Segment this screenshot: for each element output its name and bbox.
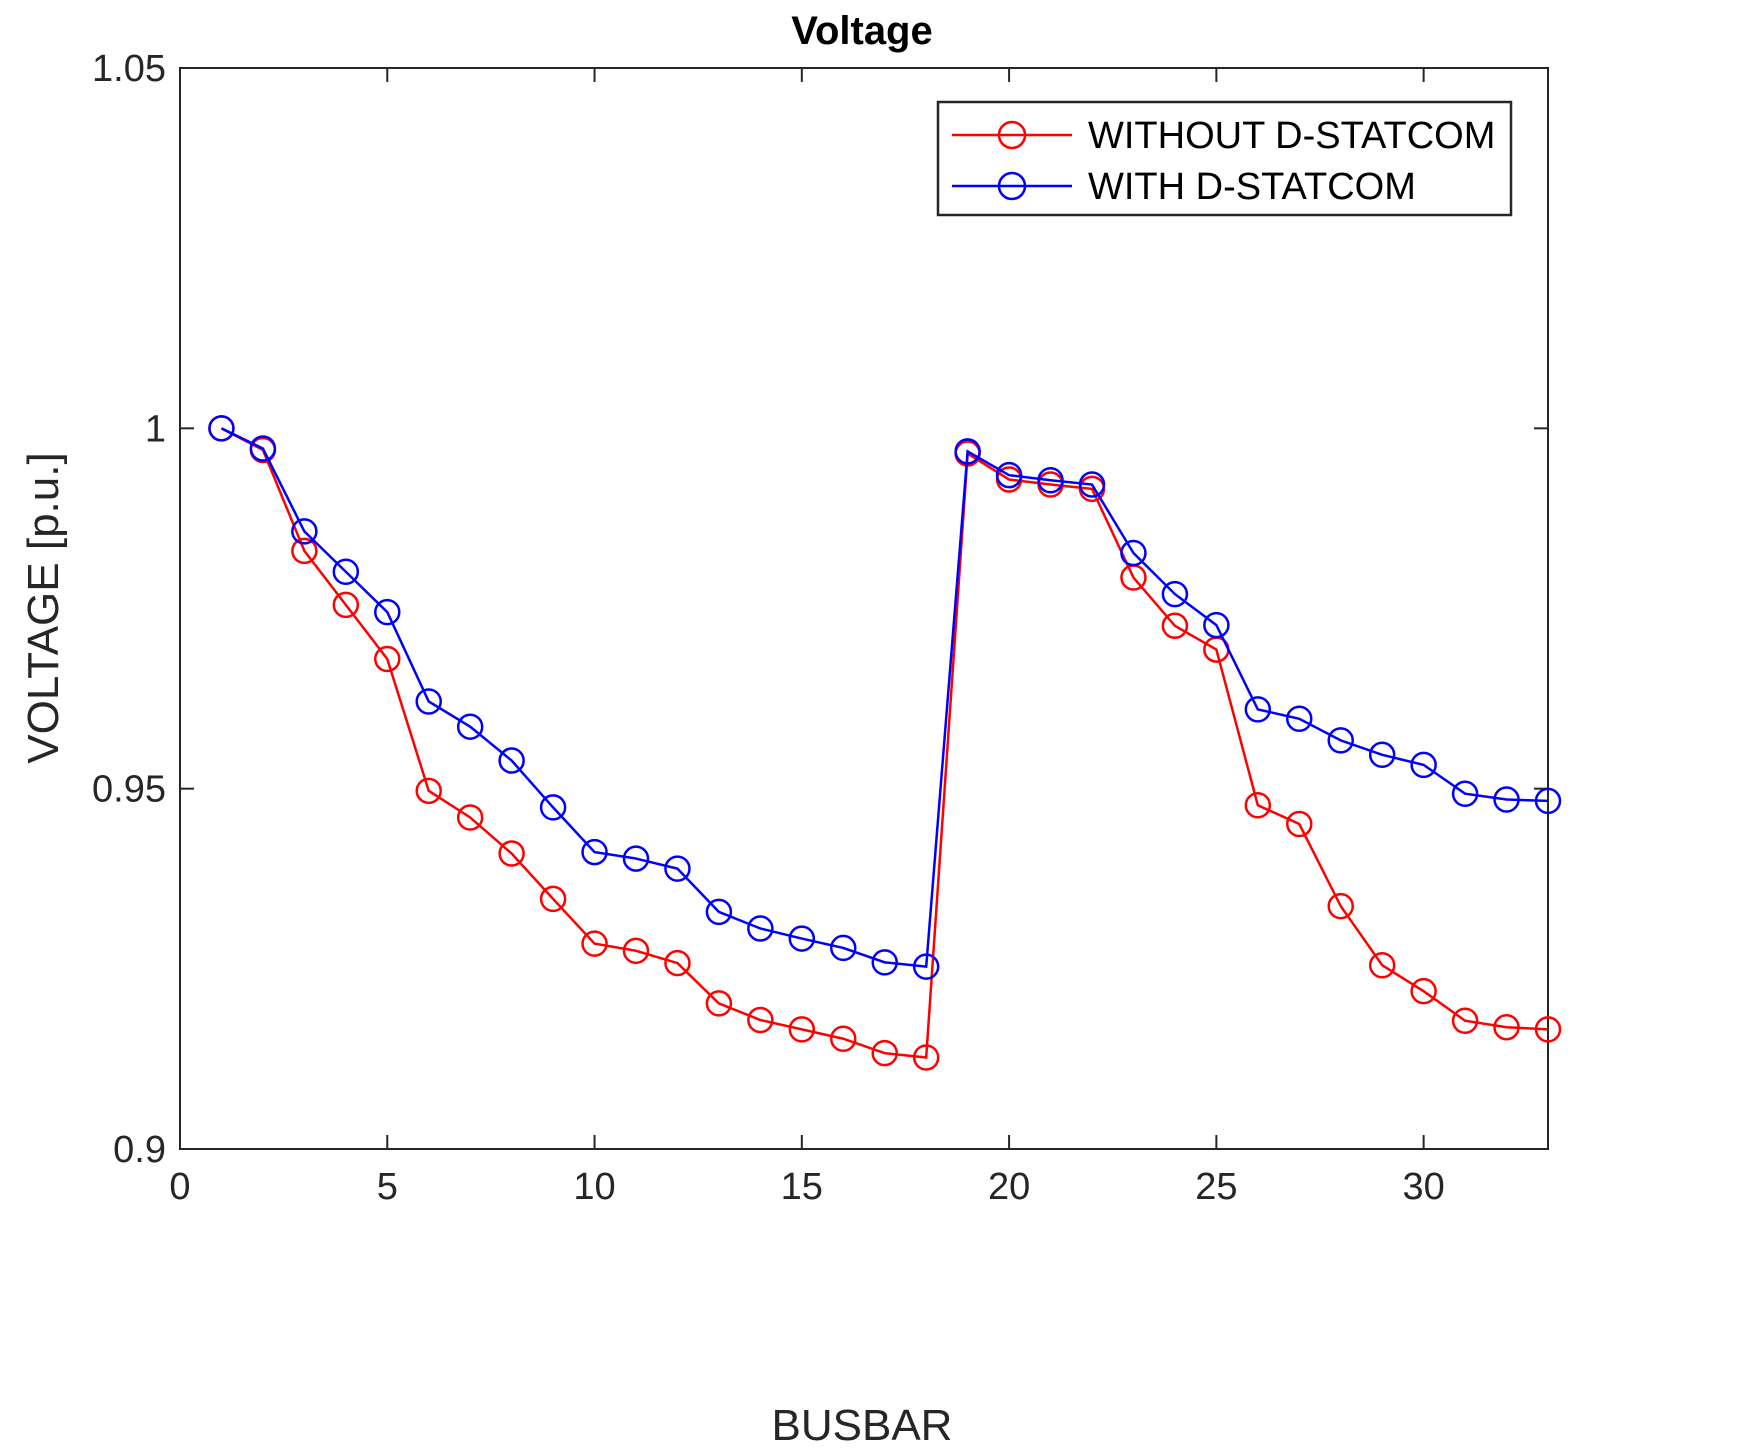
- data-point: [1451, 1007, 1479, 1034]
- data-point: [498, 840, 525, 867]
- data-point: [1534, 787, 1562, 815]
- x-tick-label: 20: [988, 1166, 1030, 1208]
- data-point: [664, 949, 691, 977]
- data-point: [581, 930, 608, 957]
- data-point: [912, 1044, 940, 1071]
- data-point: [1286, 705, 1313, 733]
- legend-box: [936, 100, 1513, 217]
- data-point: [1120, 539, 1147, 567]
- data-point: [1493, 786, 1520, 813]
- data-point: [208, 415, 235, 442]
- data-point: [456, 713, 484, 740]
- data-point: [1327, 892, 1354, 920]
- data-point: [1244, 696, 1272, 723]
- data-point: [332, 558, 360, 585]
- x-tick-label: 25: [1195, 1166, 1237, 1208]
- data-point: [747, 1006, 774, 1034]
- data-point: [291, 537, 318, 565]
- x-tick-label: 5: [377, 1166, 398, 1208]
- data-point: [1410, 751, 1437, 779]
- data-point: [664, 855, 691, 882]
- series-layer: [208, 415, 1562, 1071]
- data-point: [1161, 580, 1189, 608]
- data-point: [747, 915, 774, 942]
- legend-marker-without: [997, 120, 1027, 150]
- legend: WITHOUT D-STATCOM WITH D-STATCOM: [936, 100, 1513, 217]
- legend-marker-with: [997, 171, 1027, 201]
- data-point: [456, 804, 484, 831]
- series-line: [220, 427, 1549, 1059]
- x-tick-label: 0: [169, 1166, 190, 1208]
- data-point: [830, 934, 857, 962]
- x-tick-label: 15: [781, 1166, 823, 1208]
- x-tick-label: 10: [573, 1166, 615, 1208]
- data-point: [1534, 1016, 1562, 1043]
- data-point: [374, 645, 401, 673]
- data-point: [830, 1025, 857, 1052]
- y-axis-label: VOLTAGE [p.u.]: [19, 452, 68, 763]
- y-tick-label: 0.9: [113, 1129, 166, 1171]
- x-tick-label: 30: [1402, 1166, 1444, 1208]
- data-point: [539, 885, 567, 913]
- axes-box: [179, 67, 1549, 1150]
- data-point: [871, 1039, 898, 1067]
- data-point: [249, 435, 277, 462]
- data-point: [291, 518, 318, 545]
- legend-label-without: WITHOUT D-STATCOM: [1088, 115, 1495, 157]
- series-line: [220, 427, 1549, 969]
- chart-title: Voltage: [791, 9, 933, 53]
- data-point: [1203, 611, 1230, 639]
- data-point: [1161, 612, 1189, 640]
- data-point: [995, 461, 1023, 489]
- data-point: [374, 598, 401, 626]
- data-point: [1286, 810, 1313, 838]
- data-point: [1327, 727, 1354, 754]
- plot-area: [179, 67, 1549, 1150]
- legend-label-with: WITH D-STATCOM: [1088, 166, 1416, 208]
- data-point: [1368, 741, 1396, 769]
- data-point: [871, 949, 898, 976]
- data-point: [581, 838, 608, 866]
- data-point: [415, 688, 442, 715]
- data-point: [705, 990, 733, 1017]
- data-point: [1451, 780, 1479, 807]
- y-tick-label: 0.95: [92, 769, 166, 811]
- y-tick-label: 1: [145, 408, 166, 450]
- data-point: [705, 898, 733, 926]
- y-tick-label: 1.05: [92, 48, 166, 90]
- y-axis: 0.9 0.95 1 1.05: [92, 48, 1548, 1171]
- data-point: [415, 777, 442, 805]
- data-point: [539, 794, 567, 821]
- data-point: [1078, 471, 1106, 498]
- data-point: [788, 1016, 816, 1043]
- data-point: [622, 937, 650, 965]
- data-point: [1493, 1013, 1520, 1041]
- data-point: [1244, 791, 1272, 819]
- data-point: [788, 925, 816, 952]
- data-point: [622, 845, 650, 872]
- data-point: [1410, 977, 1437, 1005]
- data-point: [1037, 466, 1064, 494]
- data-point: [912, 953, 940, 980]
- data-point: [332, 591, 360, 619]
- series-with-dstatcom: [208, 415, 1562, 980]
- data-point: [498, 747, 525, 774]
- data-point: [1368, 951, 1396, 979]
- data-point: [954, 438, 981, 465]
- x-axis-label: BUSBAR: [772, 1401, 953, 1448]
- x-axis: 0 5 10 15 20 25 30: [169, 68, 1445, 1208]
